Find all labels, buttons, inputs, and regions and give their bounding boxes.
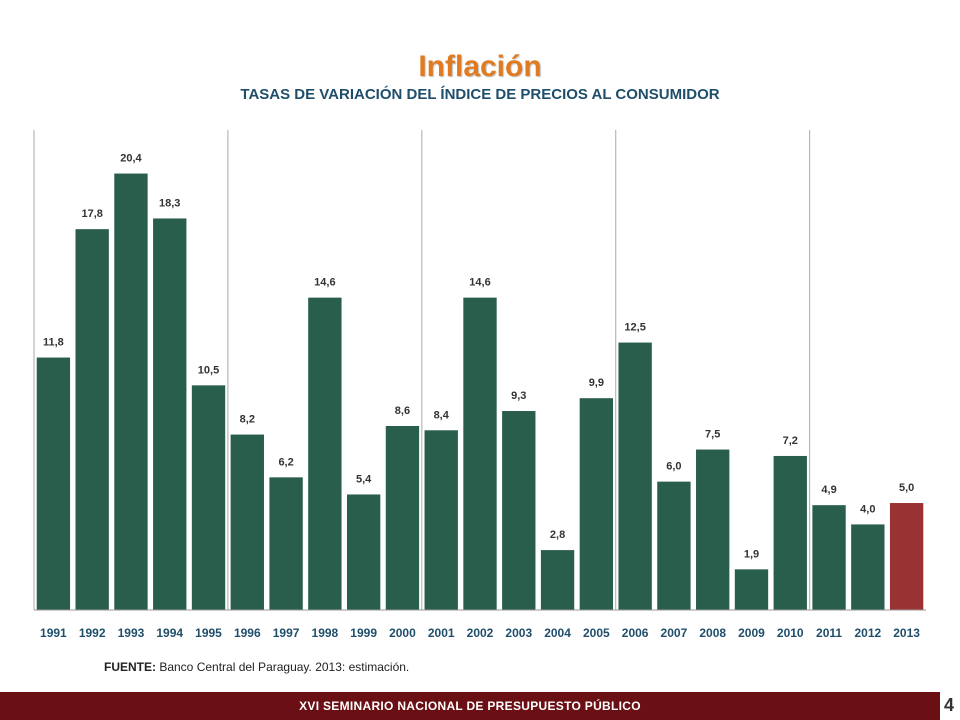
value-label-1993: 20,4 (120, 153, 142, 165)
x-tick-1993: 1993 (118, 626, 145, 640)
x-tick-2013: 2013 (893, 626, 920, 640)
value-label-1991: 11,8 (43, 337, 64, 349)
period-separators (33, 130, 811, 610)
x-tick-2007: 2007 (661, 626, 688, 640)
x-tick-2002: 2002 (467, 626, 494, 640)
x-tick-2008: 2008 (699, 626, 726, 640)
value-label-1995: 10,5 (198, 364, 219, 376)
x-tick-1997: 1997 (273, 626, 300, 640)
bar-2009 (734, 569, 769, 610)
x-tick-1998: 1998 (312, 626, 339, 640)
bar-1993 (114, 173, 148, 610)
bar-1996 (230, 434, 264, 610)
bar-2003 (502, 411, 536, 610)
chart-title: Inflación (418, 50, 542, 83)
bar-2010 (773, 455, 807, 610)
value-labels: 11,8 17,8 20,4 18,3 10,5 8,2 6,2 14,6 5,4 8,6 8,4 1… (43, 153, 914, 561)
bar-2006 (618, 342, 652, 610)
x-tick-2010: 2010 (777, 626, 804, 640)
bar-1998 (308, 297, 342, 610)
x-tick-2005: 2005 (583, 626, 610, 640)
value-label-1999: 5,4 (356, 473, 372, 485)
value-label-2004: 2,8 (550, 529, 565, 541)
value-label-1994: 18,3 (159, 197, 180, 209)
x-tick-2001: 2001 (428, 626, 455, 640)
value-label-2011: 4,9 (821, 484, 836, 496)
x-tick-1994: 1994 (156, 626, 183, 640)
x-tick-2012: 2012 (854, 626, 881, 640)
value-label-2013: 5,0 (899, 482, 914, 494)
bar-1999 (346, 494, 381, 610)
value-label-2009: 1,9 (744, 548, 759, 560)
bar-2001 (424, 430, 458, 610)
footer-bar: XVI SEMINARIO NACIONAL DE PRESUPUESTO PÚ… (0, 692, 940, 720)
x-tick-2004: 2004 (544, 626, 571, 640)
value-label-1992: 17,8 (81, 208, 102, 220)
bar-2005 (579, 398, 614, 610)
inflation-bar-chart: 11,8 17,8 20,4 18,3 10,5 8,2 6,2 14,6 5,4 8,6 8,4 1… (33, 130, 926, 640)
bar-2012 (851, 524, 885, 610)
bar-2011 (812, 505, 846, 610)
bars (36, 173, 924, 611)
bar-2007 (657, 481, 691, 610)
value-label-2006: 12,5 (624, 322, 645, 334)
value-label-1996: 8,2 (240, 414, 255, 426)
x-tick-labels: 1991 1992 1993 1994 1995 1996 1997 1998 1999 2000… (40, 626, 920, 640)
x-tick-2000: 2000 (389, 626, 416, 640)
x-tick-2006: 2006 (622, 626, 649, 640)
value-label-2012: 4,0 (860, 503, 875, 515)
value-label-2005: 9,9 (589, 377, 604, 389)
bar-2013 (889, 503, 924, 610)
x-tick-1992: 1992 (79, 626, 106, 640)
value-label-2000: 8,6 (395, 405, 410, 417)
x-tick-1991: 1991 (40, 626, 67, 640)
value-label-2001: 8,4 (434, 409, 450, 421)
page-number: 4 (943, 695, 954, 715)
source-note: FUENTE: Banco Central del Paraguay. 2013… (104, 660, 409, 674)
x-tick-2009: 2009 (738, 626, 765, 640)
bar-1991 (36, 357, 71, 610)
value-label-2007: 6,0 (666, 461, 681, 473)
seminar-title: XVI SEMINARIO NACIONAL DE PRESUPUESTO PÚ… (299, 699, 641, 713)
source-label: FUENTE: (104, 660, 156, 674)
x-tick-1996: 1996 (234, 626, 261, 640)
x-tick-2003: 2003 (505, 626, 532, 640)
chart-subtitle: TASAS DE VARIACIÓN DEL ÍNDICE DE PRECIOS… (240, 86, 720, 103)
bar-2008 (696, 449, 730, 610)
bar-2002 (463, 297, 497, 610)
bar-1992 (75, 229, 109, 611)
value-label-2003: 9,3 (511, 390, 526, 402)
x-tick-2011: 2011 (816, 626, 842, 640)
value-label-2002: 14,6 (469, 277, 490, 289)
x-tick-1999: 1999 (350, 626, 377, 640)
value-label-1998: 14,6 (314, 277, 335, 289)
value-label-2010: 7,2 (783, 435, 798, 447)
bar-2004 (540, 550, 575, 610)
bar-1995 (191, 385, 226, 610)
source-text: Banco Central del Paraguay. 2013: estima… (156, 660, 410, 674)
bar-2000 (385, 426, 420, 610)
value-label-1997: 6,2 (278, 456, 293, 468)
value-label-2008: 7,5 (705, 429, 720, 441)
x-tick-1995: 1995 (195, 626, 222, 640)
bar-1994 (153, 218, 187, 610)
bar-1997 (269, 477, 303, 610)
